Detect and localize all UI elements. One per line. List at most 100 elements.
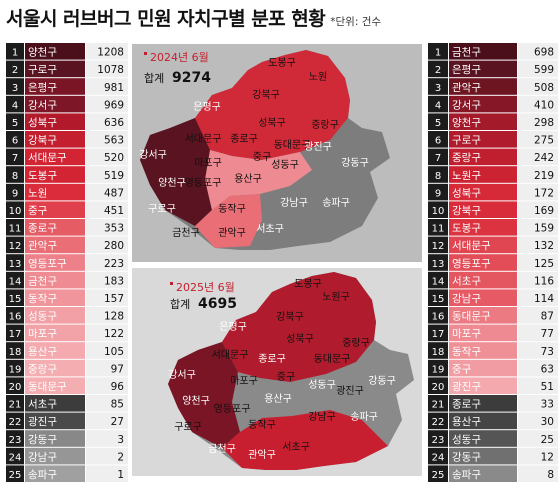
district-label: 서초구 (28, 399, 57, 411)
map-district-label: 관악구 (218, 227, 246, 239)
value-label: 519 (104, 170, 124, 182)
table-row: 21 종로구 33 (428, 395, 558, 412)
value-cell (518, 131, 558, 148)
district-label: 중랑구 (452, 152, 481, 164)
rank-label: 13 (9, 259, 22, 270)
rank-cell (6, 131, 24, 148)
value-label: 63 (541, 363, 554, 375)
table-row: 20 동대문구 96 (6, 377, 128, 394)
rank-cell (6, 95, 24, 113)
map-district-label: 구로구 (174, 422, 202, 433)
district-label: 광진구 (28, 416, 57, 428)
district-cell (25, 236, 85, 254)
table-row: 25 송파구 1 (6, 465, 128, 482)
district-label: 은평구 (452, 64, 481, 76)
rank-label: 20 (432, 382, 445, 393)
value-label: 12 (541, 451, 554, 463)
district-cell (449, 148, 517, 166)
rank-label: 23 (432, 435, 445, 446)
value-cell (518, 166, 558, 183)
district-cell (449, 377, 517, 394)
district-label: 서대문구 (452, 240, 491, 252)
value-cell (86, 412, 128, 430)
district-cell (25, 183, 85, 201)
district-cell (25, 447, 85, 465)
value-label: 114 (534, 293, 554, 305)
table-row: 23 성동구 25 (428, 430, 558, 447)
map-district-label: 금천구 (208, 443, 236, 455)
value-cell (518, 465, 558, 482)
district-label: 은평구 (28, 82, 57, 94)
district-cell (449, 254, 517, 271)
rank-cell (428, 465, 448, 482)
value-cell (86, 43, 128, 60)
district-cell (25, 412, 85, 430)
value-label: 132 (534, 240, 554, 252)
district-cell (25, 254, 85, 271)
rank-cell (428, 148, 448, 166)
value-label: 698 (534, 47, 554, 59)
value-label: 125 (534, 258, 554, 270)
rank-cell (6, 465, 24, 482)
map-district-label: 동대문구 (314, 353, 351, 365)
rank-label: 12 (9, 241, 22, 252)
seoul-map-2025-west (168, 342, 240, 448)
map-district-label: 중구 (253, 151, 271, 163)
district-cell (449, 95, 517, 113)
district-label: 성북구 (28, 117, 57, 129)
district-label: 도봉구 (28, 170, 57, 182)
table-row: 22 광진구 27 (6, 412, 128, 430)
map-district-label: 도봉구 (268, 57, 296, 69)
rank-cell (6, 271, 24, 289)
table-row: 20 광진구 51 (428, 377, 558, 394)
rank-cell (6, 113, 24, 130)
total-value-2025: 4695 (198, 296, 237, 312)
district-label: 구로구 (28, 64, 57, 76)
map-district-label: 영등포구 (185, 177, 222, 189)
rank-label: 15 (9, 294, 22, 305)
table-row: 9 노원 487 (6, 183, 128, 201)
table-row: 3 관악구 508 (428, 78, 558, 95)
table-row: 24 강동구 12 (428, 447, 558, 465)
map-district-label: 중랑구 (342, 337, 370, 349)
map-district-label: 강북구 (252, 89, 280, 101)
map-district-label: 동대문구 (274, 139, 311, 151)
rank-cell (6, 254, 24, 271)
district-label: 성동구 (452, 434, 481, 446)
value-cell (86, 131, 128, 148)
seoul-map-2025-south (222, 410, 388, 470)
rank-label: 22 (9, 417, 22, 428)
district-label: 강북구 (28, 135, 57, 147)
table-row: 7 중랑구 242 (428, 148, 558, 166)
value-cell (518, 307, 558, 324)
table-row: 6 구로구 275 (428, 131, 558, 148)
rank-label: 17 (9, 329, 22, 340)
district-cell (449, 324, 517, 342)
value-cell (518, 254, 558, 271)
map-district-label: 강서구 (168, 369, 196, 381)
table-row: 11 종로구 353 (6, 219, 128, 236)
map-district-label: 강서구 (139, 149, 167, 161)
value-cell (86, 395, 128, 412)
map-district-label: 금천구 (172, 227, 200, 239)
district-label: 영등포구 (452, 258, 491, 270)
map-district-label: 마포구 (194, 157, 222, 169)
district-cell (449, 430, 517, 447)
district-label: 동대문구 (452, 311, 491, 323)
rank-cell (428, 43, 448, 60)
district-label: 중구 (28, 205, 48, 217)
table-row: 4 강서구 410 (428, 95, 558, 113)
value-cell (86, 183, 128, 201)
map-district-label: 강남구 (280, 197, 308, 209)
value-label: 3 (117, 434, 124, 446)
seoul-map-2025-north (222, 272, 376, 382)
value-label: 563 (104, 135, 124, 147)
district-label: 동작구 (452, 346, 481, 358)
rank-label: 22 (432, 417, 445, 428)
value-cell (86, 60, 128, 78)
map-district-label: 종로구 (258, 353, 286, 365)
district-cell (25, 166, 85, 183)
rank-label: 6 (435, 136, 441, 147)
table-row: 5 성북구 636 (6, 113, 128, 130)
district-cell (449, 271, 517, 289)
